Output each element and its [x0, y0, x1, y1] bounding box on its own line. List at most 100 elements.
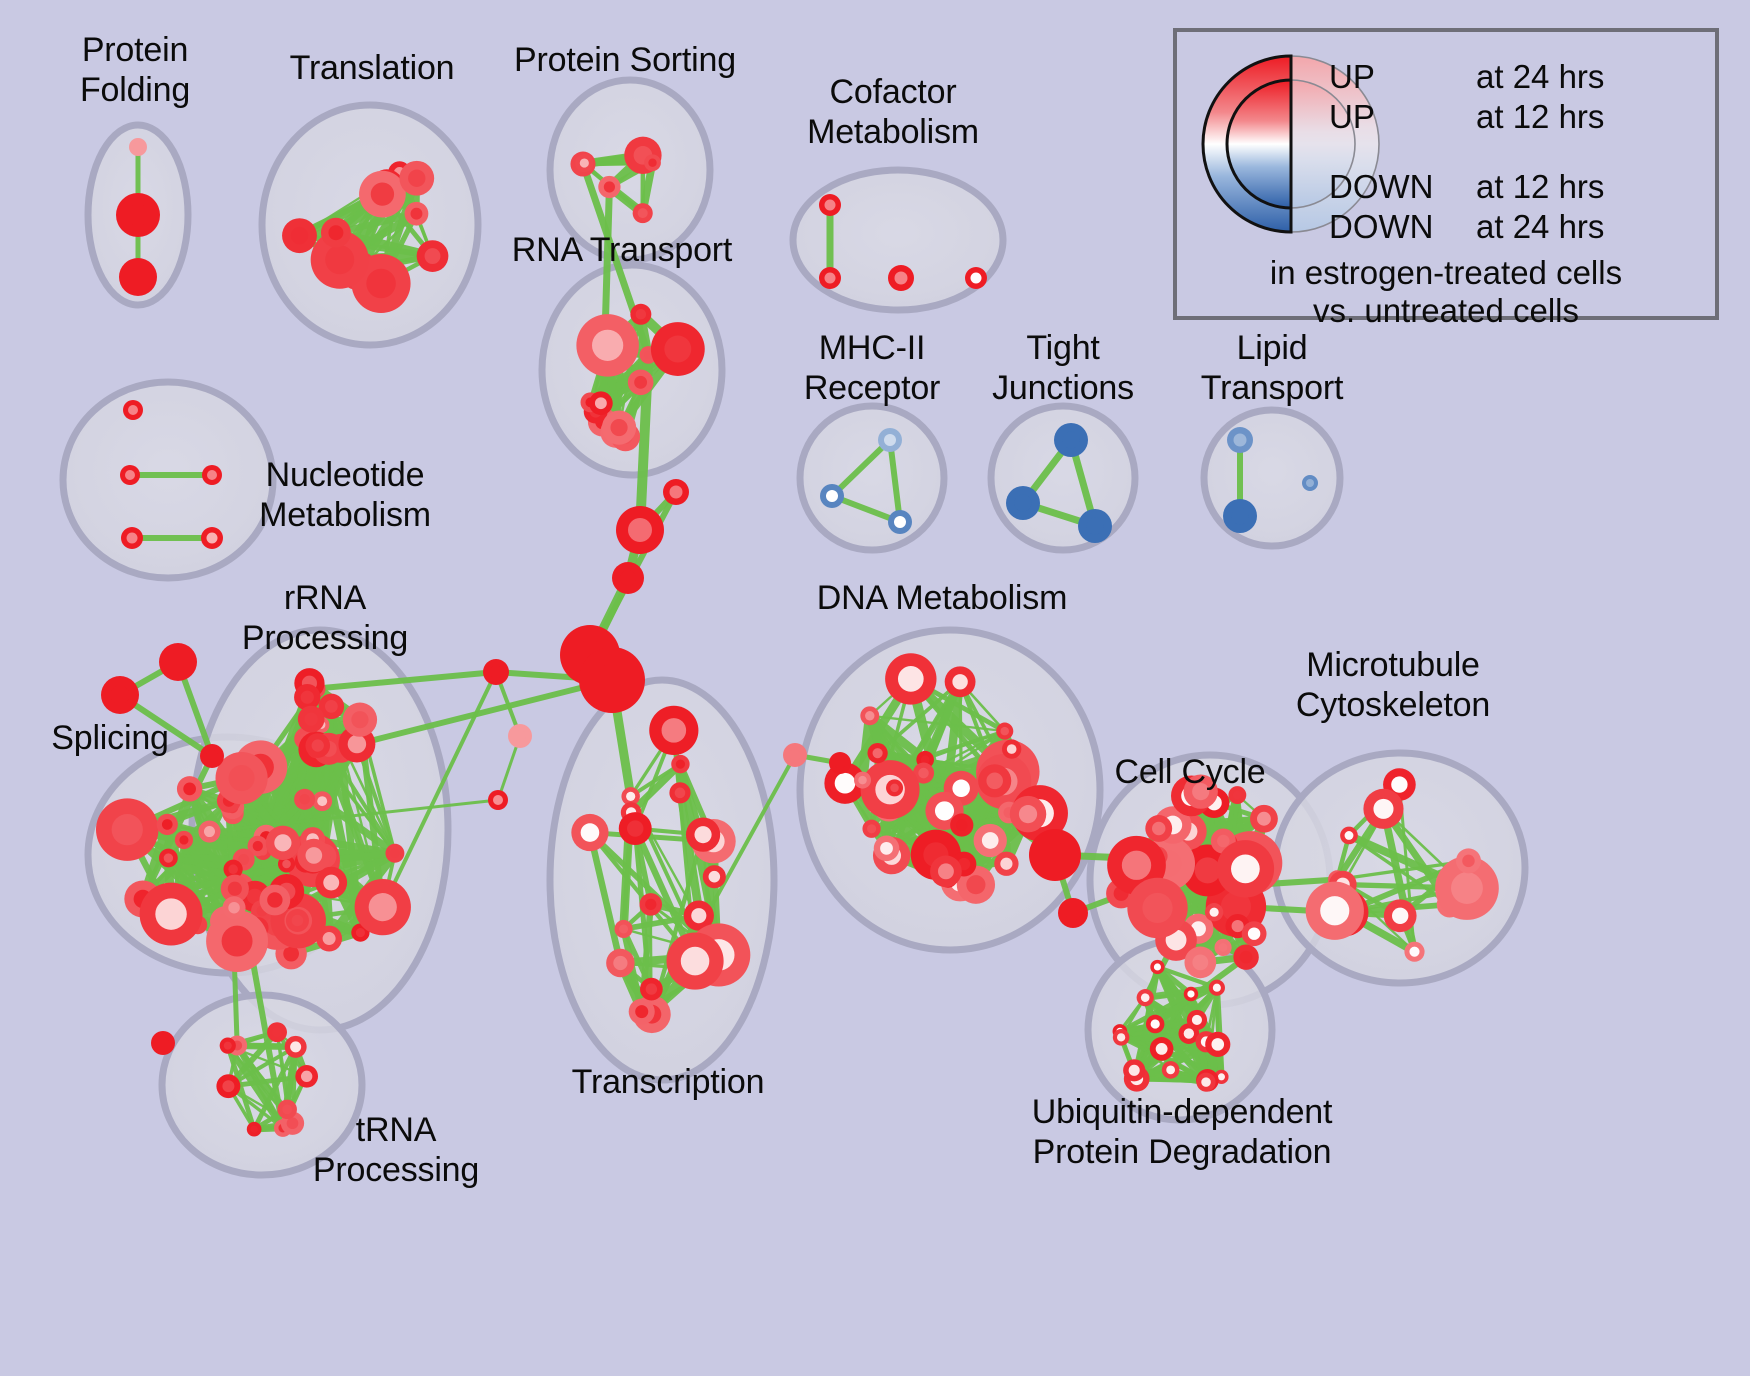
network-node[interactable]	[200, 744, 224, 768]
network-node[interactable]	[606, 948, 635, 978]
network-node[interactable]	[1161, 1061, 1180, 1079]
network-node[interactable]	[320, 217, 351, 248]
network-node[interactable]	[1214, 938, 1232, 957]
network-node[interactable]	[174, 830, 194, 850]
network-node[interactable]	[246, 1121, 262, 1137]
network-node[interactable]	[483, 659, 509, 685]
network-node[interactable]	[385, 843, 405, 863]
network-node[interactable]	[123, 400, 143, 420]
network-node[interactable]	[488, 790, 508, 810]
network-node[interactable]	[1054, 423, 1088, 457]
network-node[interactable]	[885, 653, 937, 705]
network-node[interactable]	[297, 838, 331, 873]
network-node[interactable]	[1078, 509, 1112, 543]
network-node[interactable]	[598, 175, 621, 199]
network-node[interactable]	[220, 874, 249, 903]
network-node[interactable]	[318, 693, 345, 720]
network-node[interactable]	[1186, 1009, 1208, 1031]
network-node[interactable]	[888, 510, 912, 534]
network-node[interactable]	[315, 866, 348, 899]
network-node[interactable]	[965, 267, 987, 289]
network-node[interactable]	[824, 762, 866, 804]
network-node[interactable]	[1233, 944, 1259, 970]
network-node[interactable]	[176, 776, 203, 802]
network-node[interactable]	[575, 153, 594, 173]
network-node[interactable]	[508, 724, 532, 748]
network-node[interactable]	[1363, 788, 1404, 829]
network-node[interactable]	[1009, 795, 1047, 833]
network-node[interactable]	[612, 562, 644, 594]
network-node[interactable]	[1455, 848, 1481, 874]
network-node[interactable]	[259, 884, 291, 916]
network-node[interactable]	[671, 754, 690, 774]
network-node[interactable]	[649, 705, 699, 755]
network-node[interactable]	[867, 743, 888, 764]
network-node[interactable]	[159, 848, 178, 868]
network-node[interactable]	[819, 267, 841, 289]
network-node[interactable]	[1435, 856, 1499, 920]
network-node[interactable]	[305, 733, 331, 758]
network-node[interactable]	[819, 194, 841, 216]
network-node[interactable]	[996, 722, 1014, 740]
network-node[interactable]	[1216, 840, 1275, 898]
network-node[interactable]	[1305, 881, 1364, 940]
network-node[interactable]	[282, 218, 317, 254]
network-node[interactable]	[202, 465, 222, 485]
network-node[interactable]	[614, 919, 633, 939]
network-node[interactable]	[1404, 941, 1425, 962]
network-node[interactable]	[1241, 921, 1267, 947]
network-node[interactable]	[359, 170, 406, 218]
network-node[interactable]	[663, 479, 689, 505]
network-node[interactable]	[618, 812, 652, 846]
network-node[interactable]	[119, 258, 157, 296]
network-node[interactable]	[351, 923, 370, 942]
network-node[interactable]	[973, 823, 1007, 858]
network-node[interactable]	[198, 820, 221, 843]
network-node[interactable]	[201, 527, 223, 549]
network-node[interactable]	[295, 1064, 319, 1088]
network-node[interactable]	[630, 303, 652, 325]
network-node[interactable]	[1145, 1014, 1165, 1034]
network-node[interactable]	[151, 1031, 175, 1055]
network-node[interactable]	[1006, 486, 1040, 520]
network-node[interactable]	[247, 835, 269, 857]
network-node[interactable]	[1383, 899, 1417, 933]
network-node[interactable]	[571, 813, 609, 852]
network-node[interactable]	[294, 788, 316, 810]
network-node[interactable]	[1250, 804, 1278, 833]
network-node[interactable]	[1145, 815, 1173, 842]
network-node[interactable]	[669, 782, 691, 804]
network-node[interactable]	[650, 322, 705, 376]
network-node[interactable]	[1183, 986, 1199, 1002]
network-node[interactable]	[95, 798, 159, 861]
network-node[interactable]	[994, 851, 1019, 876]
network-node[interactable]	[1208, 979, 1225, 996]
network-node[interactable]	[121, 527, 143, 549]
network-node[interactable]	[860, 706, 880, 726]
network-node[interactable]	[1227, 427, 1253, 453]
network-node[interactable]	[1223, 499, 1257, 533]
network-node[interactable]	[685, 817, 721, 852]
network-node[interactable]	[829, 752, 851, 774]
network-node[interactable]	[1340, 826, 1358, 845]
network-node[interactable]	[639, 893, 663, 916]
network-node[interactable]	[404, 201, 429, 226]
network-node[interactable]	[930, 855, 962, 888]
network-node[interactable]	[1127, 877, 1188, 939]
network-node[interactable]	[285, 908, 309, 933]
network-node[interactable]	[129, 138, 147, 156]
network-node[interactable]	[222, 896, 246, 920]
network-node[interactable]	[644, 154, 661, 172]
network-node[interactable]	[206, 910, 269, 973]
network-node[interactable]	[116, 193, 160, 237]
network-node[interactable]	[878, 428, 902, 452]
network-node[interactable]	[589, 391, 613, 416]
network-node[interactable]	[783, 743, 807, 767]
network-node[interactable]	[277, 1099, 297, 1120]
network-node[interactable]	[1205, 1031, 1231, 1057]
network-node[interactable]	[310, 230, 369, 289]
network-node[interactable]	[1150, 959, 1165, 975]
network-node[interactable]	[1183, 774, 1218, 809]
network-node[interactable]	[159, 643, 197, 681]
network-node[interactable]	[354, 878, 411, 936]
